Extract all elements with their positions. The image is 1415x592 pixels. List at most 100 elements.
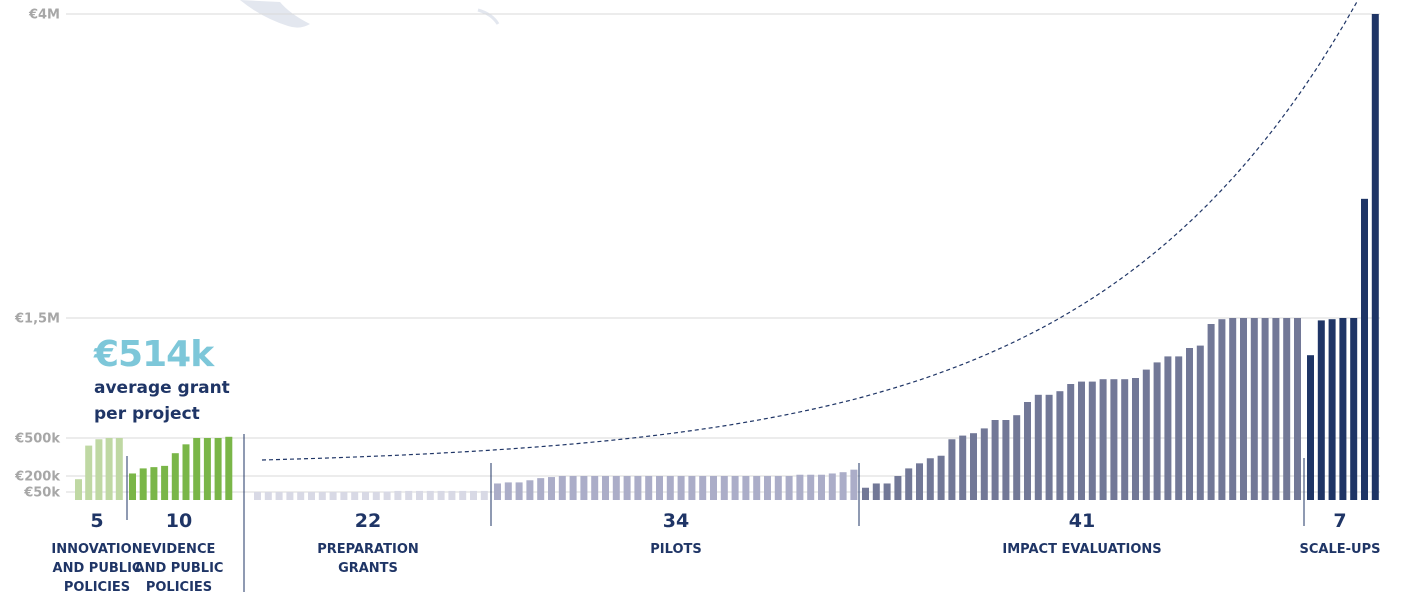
bar <box>828 473 836 500</box>
bar <box>1283 318 1291 500</box>
bar <box>1240 318 1247 500</box>
group-dividers <box>126 434 1305 592</box>
bar <box>318 492 326 500</box>
bar <box>1110 379 1118 500</box>
bar <box>1186 348 1193 500</box>
bar <box>139 468 147 500</box>
bar <box>1328 319 1336 500</box>
bar <box>193 438 201 500</box>
bar <box>677 476 685 500</box>
group-label: INNOVATION <box>51 542 142 557</box>
bar <box>796 474 804 500</box>
bar <box>1361 198 1368 500</box>
bar <box>1024 402 1031 500</box>
bar <box>129 473 136 500</box>
bar <box>774 476 782 500</box>
bar <box>351 492 359 500</box>
bar <box>569 476 577 500</box>
bar <box>916 463 923 500</box>
bar <box>75 479 82 500</box>
average-grant-value: €514k <box>94 334 214 375</box>
bar <box>1371 14 1379 500</box>
bar <box>150 467 158 500</box>
bar <box>1307 355 1314 500</box>
bar <box>286 492 294 500</box>
bar <box>1207 324 1215 500</box>
group-label: PILOTS <box>650 542 701 557</box>
bar <box>340 492 348 500</box>
bar <box>1078 381 1085 500</box>
bar <box>991 420 999 500</box>
bar <box>459 490 467 500</box>
bar <box>416 490 423 500</box>
bar <box>394 490 402 500</box>
y-tick-label: €200k <box>14 470 60 485</box>
bar <box>225 436 233 500</box>
bar <box>426 490 434 500</box>
bar <box>818 474 825 500</box>
bar <box>1294 318 1301 500</box>
bar <box>1339 318 1347 500</box>
bar <box>448 490 456 500</box>
group-label: AND PUBLIC <box>53 561 142 576</box>
bar <box>1175 356 1183 500</box>
bar <box>883 483 891 500</box>
bar <box>580 476 588 500</box>
bar <box>1099 379 1107 500</box>
bar <box>437 490 445 500</box>
bar <box>1013 415 1021 500</box>
bar <box>308 492 315 500</box>
bar <box>937 455 945 500</box>
bar <box>329 492 337 500</box>
bar <box>1045 394 1053 500</box>
bars <box>75 14 1379 500</box>
bar <box>526 480 534 500</box>
bar <box>494 483 501 500</box>
bar <box>948 439 956 500</box>
bar <box>383 491 391 500</box>
bar <box>264 492 272 500</box>
bar <box>1153 362 1161 500</box>
bar <box>1229 318 1237 500</box>
trend-curve <box>261 0 1359 461</box>
bar <box>515 482 523 500</box>
bar <box>161 465 169 500</box>
bar <box>959 435 967 500</box>
bar <box>1250 318 1258 500</box>
bar <box>105 438 113 500</box>
y-axis-ticks: €4M €1,5M €500k €200k€50k <box>14 8 60 501</box>
bar <box>839 472 847 500</box>
group-label: PREPARATION <box>317 542 419 557</box>
group-label: IMPACT EVALUATIONS <box>1002 542 1161 557</box>
bar <box>405 490 413 500</box>
group-count: 5 <box>90 510 103 532</box>
bar <box>548 477 555 500</box>
bar <box>764 476 771 500</box>
bar <box>203 438 211 500</box>
bar <box>1034 394 1042 500</box>
group-label: EVIDENCE <box>143 542 216 557</box>
bar <box>602 476 609 500</box>
bar <box>275 492 283 500</box>
average-grant-callout: €514k average grant per project <box>94 336 264 426</box>
bar <box>807 474 815 500</box>
bar <box>645 476 653 500</box>
bar <box>1132 378 1139 500</box>
bar <box>612 476 620 500</box>
bar <box>95 439 103 500</box>
group-label: POLICIES <box>64 580 130 592</box>
bar <box>862 487 869 500</box>
bar <box>1002 420 1010 500</box>
bar <box>753 476 761 500</box>
bar <box>872 483 880 500</box>
bar <box>85 445 93 500</box>
bar <box>742 476 750 500</box>
average-grant-line1: average grant <box>94 378 230 398</box>
group-count: 41 <box>1069 510 1095 532</box>
bar <box>731 476 739 500</box>
y-tick-label: €500k <box>14 432 60 447</box>
bar <box>1350 318 1358 500</box>
bar <box>558 476 566 500</box>
average-grant-line2: per project <box>94 404 200 424</box>
